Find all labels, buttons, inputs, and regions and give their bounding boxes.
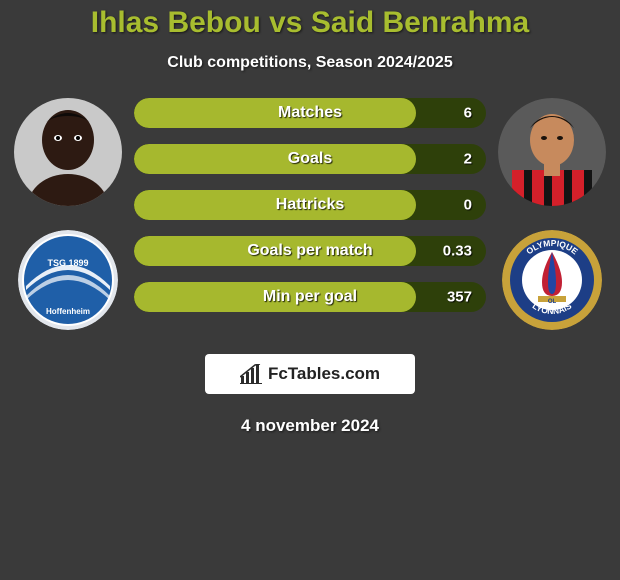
stat-bar: Matches 6 [134, 98, 486, 128]
right-column: OL OLYMPIQUE LYONNAIS [492, 98, 612, 330]
stat-bar-label: Goals per match [247, 242, 372, 260]
stat-bar-value: 2 [464, 151, 472, 168]
stat-bar-label: Hattricks [276, 196, 344, 214]
stat-bar-label: Min per goal [263, 288, 357, 306]
stat-bar-value: 0 [464, 197, 472, 214]
stat-bar-fill [134, 144, 416, 174]
stat-bar-label: Matches [278, 104, 342, 122]
main-row: TSG 1899 Hoffenheim Matches 6 Goals 2 Hattri… [0, 98, 620, 330]
stat-bar: Min per goal 357 [134, 282, 486, 312]
bar-chart-icon [240, 364, 262, 384]
club-left-logo: TSG 1899 Hoffenheim [18, 230, 118, 330]
stat-bar: Goals per match 0.33 [134, 236, 486, 266]
person-icon [14, 98, 122, 206]
page-title: Ihlas Bebou vs Said Benrahma [0, 0, 620, 40]
bars-column: Matches 6 Goals 2 Hattricks 0 Goals per match 0… [128, 98, 492, 312]
brand-box: FcTables.com [205, 354, 415, 394]
stat-bar-value: 6 [464, 105, 472, 122]
svg-text:Hoffenheim: Hoffenheim [46, 307, 90, 316]
stat-bar-value: 357 [447, 289, 472, 306]
player-left-avatar [14, 98, 122, 206]
date-label: 4 november 2024 [0, 416, 620, 436]
stat-bar: Hattricks 0 [134, 190, 486, 220]
player-right-avatar [498, 98, 606, 206]
stat-bar-value: 0.33 [443, 243, 472, 260]
subtitle: Club competitions, Season 2024/2025 [0, 54, 620, 72]
stat-bar-label: Goals [288, 150, 332, 168]
comparison-card: Ihlas Bebou vs Said Benrahma Club compet… [0, 0, 620, 580]
svg-text:TSG 1899: TSG 1899 [47, 258, 88, 268]
stat-bar: Goals 2 [134, 144, 486, 174]
brand-label: FcTables.com [268, 364, 380, 384]
svg-text:OL: OL [548, 299, 557, 305]
club-right-logo: OL OLYMPIQUE LYONNAIS [502, 230, 602, 330]
stat-bar-fill [134, 98, 416, 128]
club-badge-icon: TSG 1899 Hoffenheim [18, 230, 118, 330]
person-icon [498, 98, 606, 206]
club-badge-icon: OL OLYMPIQUE LYONNAIS [502, 230, 602, 330]
left-column: TSG 1899 Hoffenheim [8, 98, 128, 330]
